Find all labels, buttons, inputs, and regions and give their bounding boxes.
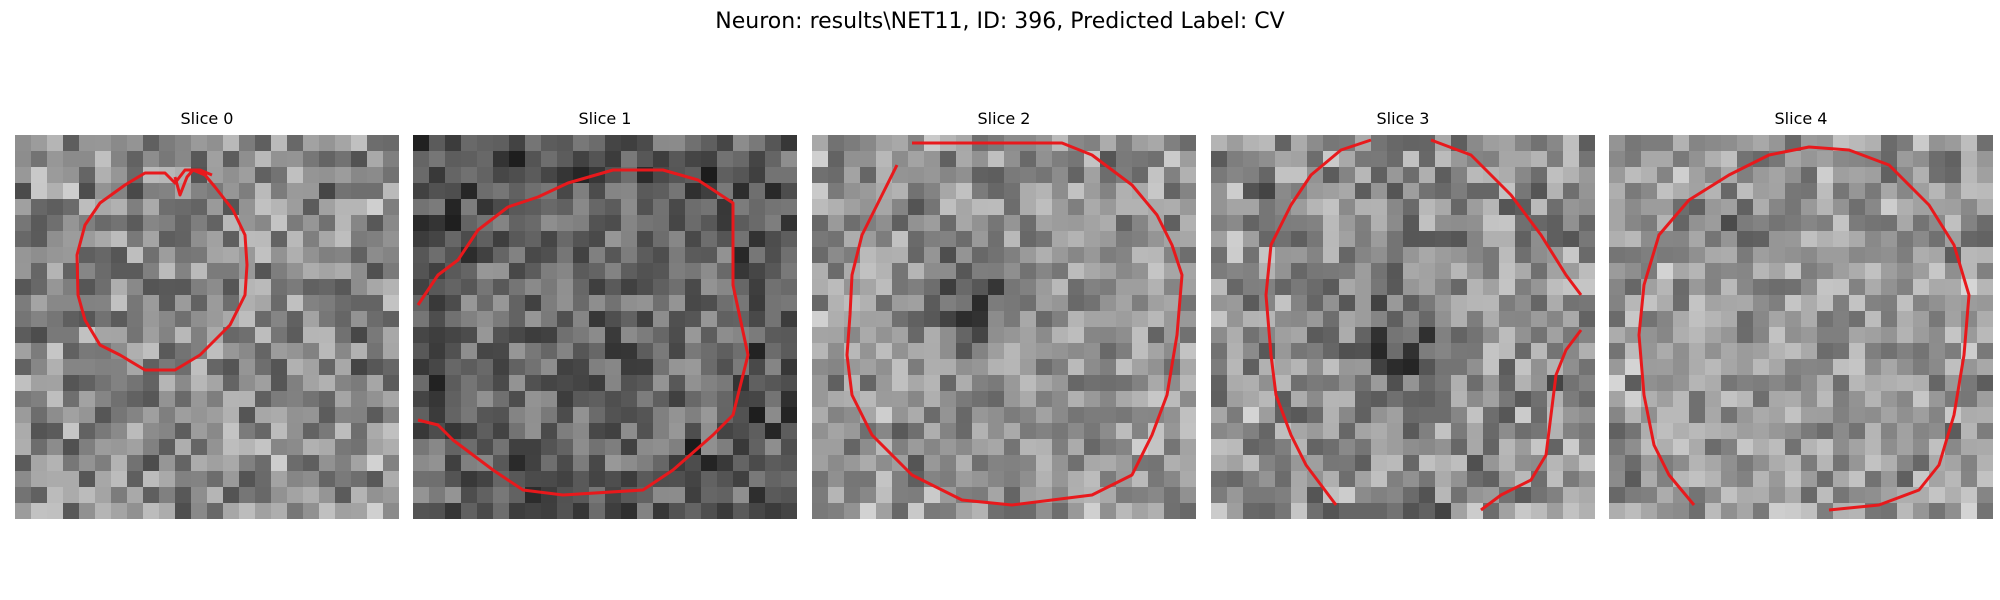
contour-line xyxy=(75,168,249,372)
slice-image-1 xyxy=(413,135,797,519)
slice-image-3 xyxy=(1211,135,1595,519)
slice-title-1: Slice 1 xyxy=(578,109,632,128)
contour-line xyxy=(1430,138,1583,296)
contour-line xyxy=(1480,329,1583,512)
contour-line xyxy=(845,141,1184,507)
slice-image-0 xyxy=(15,135,399,519)
contour-line xyxy=(416,168,750,497)
slice-title-0: Slice 0 xyxy=(180,109,234,128)
contour-line xyxy=(1264,138,1372,506)
figure-title: Neuron: results\NET11, ID: 396, Predicte… xyxy=(715,9,1285,34)
slice-title-3: Slice 3 xyxy=(1376,109,1430,128)
slice-title-2: Slice 2 xyxy=(977,109,1031,128)
slice-image-4 xyxy=(1609,135,1993,519)
slice-title-4: Slice 4 xyxy=(1774,109,1828,128)
slice-image-2 xyxy=(812,135,1196,519)
contour-line xyxy=(1637,145,1971,512)
